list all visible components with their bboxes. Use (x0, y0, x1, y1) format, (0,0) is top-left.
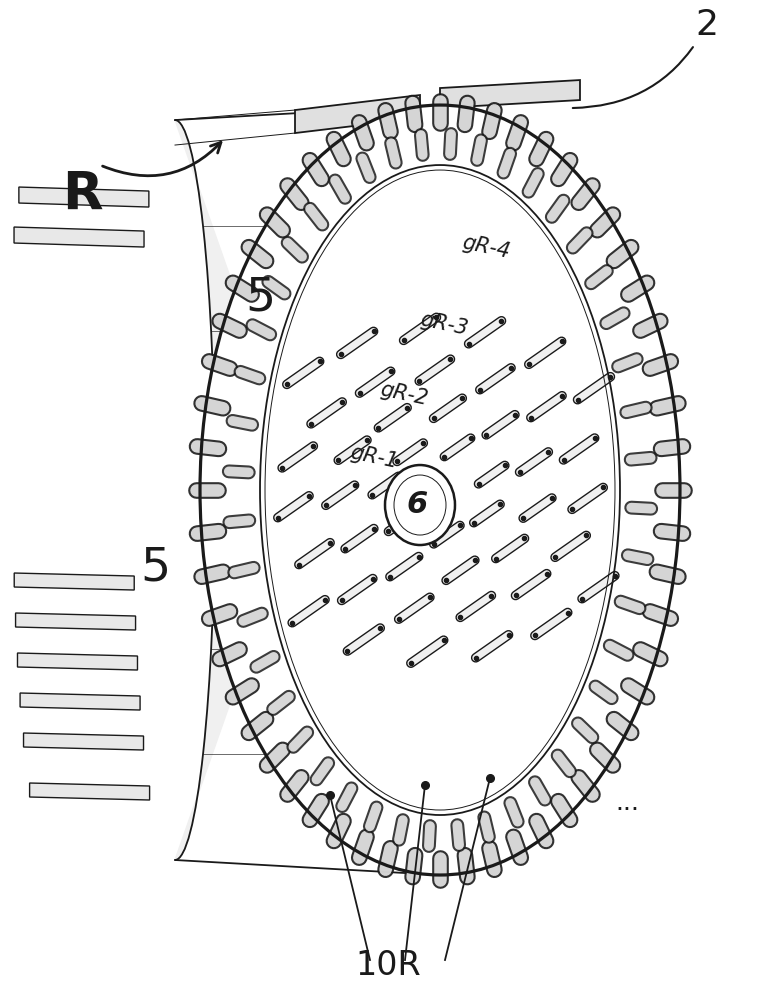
Ellipse shape (394, 475, 446, 535)
Polygon shape (16, 613, 136, 630)
Text: 5: 5 (140, 545, 170, 590)
Text: R: R (62, 169, 102, 221)
Polygon shape (14, 573, 134, 590)
Polygon shape (30, 783, 149, 800)
FancyArrowPatch shape (102, 142, 221, 176)
Polygon shape (440, 80, 580, 108)
Text: gR-4: gR-4 (460, 232, 512, 262)
Text: 5: 5 (245, 275, 275, 320)
Ellipse shape (200, 105, 680, 875)
Text: gR-3: gR-3 (418, 309, 470, 339)
Text: 6: 6 (406, 490, 428, 519)
Text: gR-2: gR-2 (378, 379, 430, 409)
Polygon shape (19, 187, 149, 207)
Polygon shape (14, 227, 144, 247)
Text: 2: 2 (573, 8, 718, 108)
Polygon shape (23, 733, 143, 750)
Polygon shape (17, 653, 137, 670)
Polygon shape (175, 105, 440, 875)
Text: gR-1: gR-1 (348, 442, 399, 472)
Text: ...: ... (615, 791, 639, 815)
Text: 10R: 10R (355, 949, 421, 982)
Polygon shape (295, 95, 420, 133)
Polygon shape (20, 693, 140, 710)
Ellipse shape (385, 465, 455, 545)
